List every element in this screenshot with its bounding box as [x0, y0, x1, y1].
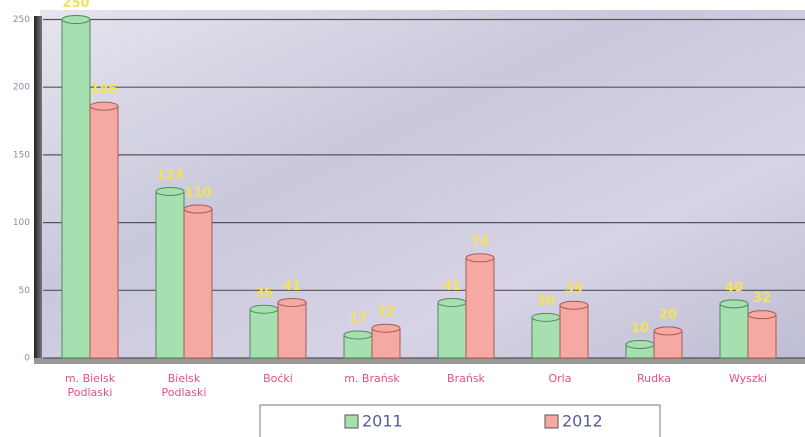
y-tick-label: 200	[13, 83, 30, 93]
value-label: 74	[471, 234, 489, 249]
bar-cap	[466, 254, 494, 262]
bar	[250, 309, 278, 358]
bar	[720, 304, 748, 358]
legend-label: 2012	[562, 412, 603, 431]
bar	[748, 315, 776, 358]
bar-cap	[748, 311, 776, 319]
value-label: 17	[349, 311, 367, 326]
value-label: 110	[184, 186, 211, 201]
bar	[62, 19, 90, 358]
plot-wall	[34, 16, 42, 362]
bar-cap	[90, 102, 118, 110]
bar	[278, 302, 306, 358]
bar-cap	[626, 340, 654, 348]
value-label: 36	[255, 286, 273, 301]
value-label: 250	[62, 0, 89, 11]
y-tick-label: 50	[19, 286, 31, 296]
bar-cap	[560, 301, 588, 309]
value-label: 123	[156, 168, 183, 183]
bar	[184, 209, 212, 358]
bar	[90, 106, 118, 358]
bar-cap	[156, 187, 184, 195]
bar-cap	[250, 305, 278, 313]
legend-swatch	[545, 415, 558, 428]
y-tick-label: 100	[13, 218, 30, 228]
x-tick-label: m. Bielsk Podlaski	[55, 372, 125, 400]
y-tick-label: 250	[13, 15, 30, 25]
bar-cap	[372, 324, 400, 332]
value-label: 41	[443, 279, 461, 294]
x-tick-label: m. Brańsk	[337, 372, 407, 386]
bar	[560, 305, 588, 358]
bar-cap	[344, 331, 372, 339]
x-tick-label: Rudka	[619, 372, 689, 386]
plot-background	[40, 10, 805, 362]
value-label: 22	[377, 305, 395, 320]
bar-cap	[720, 300, 748, 308]
value-label: 41	[283, 279, 301, 294]
bar-cap	[438, 298, 466, 306]
bar-cap	[62, 15, 90, 23]
y-tick-label: 0	[24, 354, 30, 364]
x-tick-label: Wyszki	[713, 372, 783, 386]
chart: 0 50 100 150 200 250 250 186 123110 36 41 17 22 41 74 3…	[0, 0, 805, 437]
value-label: 20	[659, 307, 677, 322]
value-label: 39	[565, 282, 583, 297]
bar-cap	[532, 313, 560, 321]
bar	[466, 258, 494, 358]
bar	[532, 317, 560, 358]
value-label: 10	[631, 321, 649, 336]
bar-cap	[278, 298, 306, 306]
bar	[438, 302, 466, 358]
bar	[156, 191, 184, 358]
value-label: 30	[537, 294, 555, 309]
x-tick-label: Brańsk	[431, 372, 501, 386]
x-tick-label: Boćki	[243, 372, 313, 386]
y-tick-label: 150	[13, 150, 30, 160]
legend-swatch	[345, 415, 358, 428]
value-label: 186	[90, 83, 117, 98]
bar-cap	[184, 205, 212, 213]
value-label: 40	[725, 280, 743, 295]
bar-cap	[654, 327, 682, 335]
plot-floor	[34, 358, 805, 364]
value-label: 32	[753, 291, 771, 306]
legend-label: 2011	[362, 412, 403, 431]
x-tick-label: Bielsk Podlaski	[149, 372, 219, 400]
x-tick-label: Orla	[525, 372, 595, 386]
